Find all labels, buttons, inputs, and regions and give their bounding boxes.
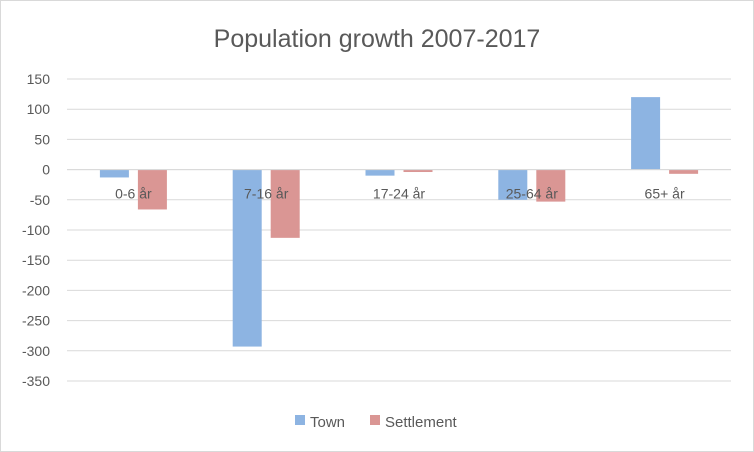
bar-settlement-2 xyxy=(403,169,433,173)
y-tick-label: -250 xyxy=(22,313,50,329)
legend-label-town: Town xyxy=(310,414,345,431)
bar-settlement-1 xyxy=(270,169,300,238)
bar-settlement-3 xyxy=(536,169,566,202)
bar-town-4 xyxy=(631,97,661,170)
legend-label-settlement: Settlement xyxy=(385,414,458,431)
y-tick-label: -200 xyxy=(22,282,50,298)
bar-town-3 xyxy=(498,169,528,200)
category-label: 17-24 år xyxy=(373,186,425,202)
y-tick-label: -50 xyxy=(30,192,50,208)
y-tick-label: 50 xyxy=(34,131,50,147)
category-label: 65+ år xyxy=(645,186,685,202)
bar-settlement-0 xyxy=(137,169,167,210)
y-tick-label: -150 xyxy=(22,252,50,268)
category-label: 25-64 år xyxy=(506,186,558,202)
bar-town-2 xyxy=(365,169,395,176)
category-labels: 0-6 år 7-16 år 17-24 år 25-64 år 65+ år xyxy=(115,186,685,202)
y-tick-label: 0 xyxy=(42,162,50,178)
y-tick-label: -300 xyxy=(22,343,50,359)
y-tick-label: -350 xyxy=(22,373,50,389)
y-tick-label: 150 xyxy=(27,71,51,87)
legend-swatch-town xyxy=(295,415,305,425)
bar-town-1 xyxy=(232,169,262,347)
gridlines xyxy=(67,78,731,382)
y-tick-label: -100 xyxy=(22,222,50,238)
y-axis-tick-labels: 150 100 50 0 -50 -100 -150 -200 -250 -300 -350 xyxy=(22,71,50,389)
category-label: 0-6 år xyxy=(115,186,152,202)
chart-title: Population growth 2007-2017 xyxy=(214,25,541,53)
category-label: 7-16 år xyxy=(244,186,289,202)
bar-settlement-4 xyxy=(669,169,699,174)
legend-swatch-settlement xyxy=(370,415,380,425)
legend: Town Settlement xyxy=(295,414,458,431)
bar-town-0 xyxy=(99,169,129,178)
y-tick-label: 100 xyxy=(27,101,51,117)
bars xyxy=(99,97,699,347)
